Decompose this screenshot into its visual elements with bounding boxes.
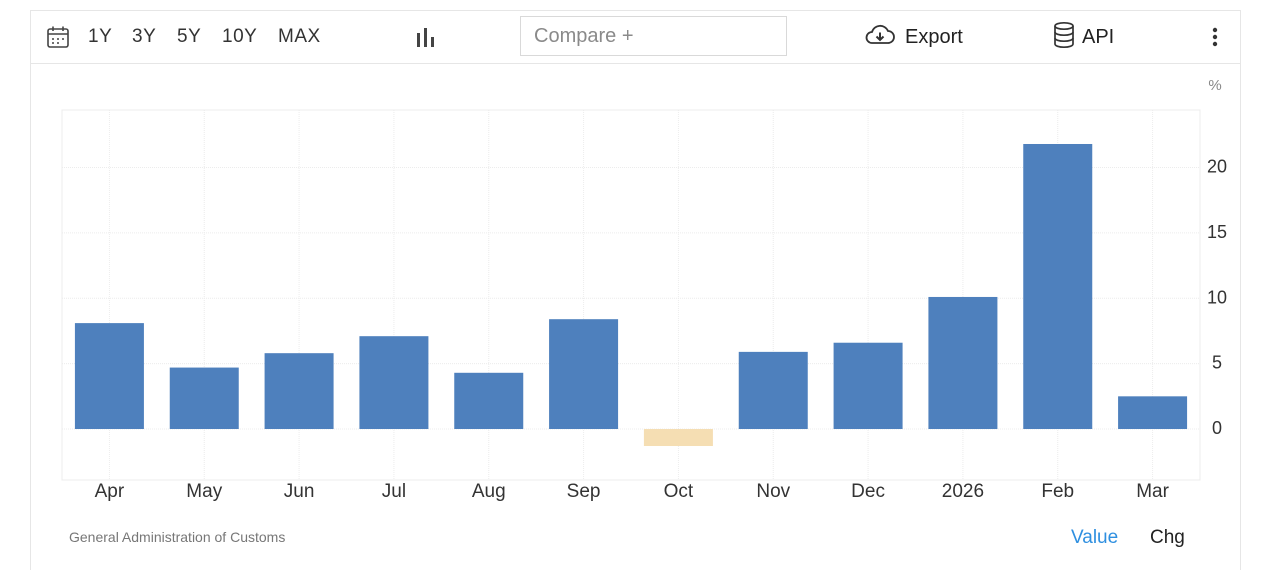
tab-chg[interactable]: Chg	[1150, 527, 1185, 548]
bar-2026[interactable]	[928, 296, 998, 430]
x-tick-label: Feb	[1041, 481, 1074, 502]
bar-feb[interactable]	[1023, 143, 1093, 430]
data-source-label: General Administration of Customs	[69, 529, 286, 545]
bar-nov[interactable]	[738, 351, 808, 430]
x-tick-label: Oct	[664, 481, 694, 502]
export-button[interactable]: Export	[864, 11, 963, 63]
export-label: Export	[905, 25, 963, 48]
x-tick-label: May	[186, 481, 222, 502]
x-tick-label: Sep	[567, 481, 601, 502]
tab-value[interactable]: Value	[1071, 527, 1119, 548]
y-tick-label: 20	[1207, 157, 1227, 177]
x-tick-label: Mar	[1136, 481, 1169, 502]
cloud-download-icon	[864, 23, 896, 52]
x-axis: Apr May Jun Jul Aug Sep Oct Nov Dec 2026 Feb Mar	[95, 481, 1170, 502]
x-tick-label: 2026	[942, 481, 984, 502]
y-tick-label: 0	[1212, 418, 1222, 438]
x-tick-label: Aug	[472, 481, 506, 502]
more-vertical-icon[interactable]	[1208, 11, 1222, 63]
range-3y-button[interactable]: 3Y	[132, 26, 157, 47]
bar-sep[interactable]	[549, 319, 619, 430]
range-5y-button[interactable]: 5Y	[177, 26, 202, 47]
bar-jun[interactable]	[264, 353, 334, 430]
y-tick-label: 5	[1212, 353, 1222, 373]
x-tick-label: Jul	[382, 481, 406, 502]
x-tick-label: Apr	[95, 481, 125, 502]
range-max-button[interactable]: MAX	[278, 26, 321, 47]
bar-may[interactable]	[169, 367, 239, 430]
bar-aug[interactable]	[454, 372, 524, 430]
y-tick-label: 10	[1207, 287, 1227, 307]
calendar-icon[interactable]	[45, 11, 71, 63]
y-axis-unit-label: %	[1208, 77, 1221, 94]
api-label: API	[1082, 25, 1115, 48]
y-tick-label: 15	[1207, 222, 1227, 242]
api-button[interactable]: API	[1052, 11, 1114, 63]
bar-chart-icon[interactable]	[415, 11, 437, 63]
plot-area	[61, 109, 1201, 481]
range-10y-button[interactable]: 10Y	[222, 26, 258, 47]
bar-chart: 0 5 10 15 20 Apr May Jun Jul Aug Sep Oct Nov Dec 2026…	[61, 77, 1227, 502]
bar-dec[interactable]	[833, 342, 903, 430]
x-tick-label: Nov	[756, 481, 790, 502]
bar-oct[interactable]	[643, 429, 713, 447]
y-axis: 0 5 10 15 20	[1207, 157, 1227, 438]
database-icon	[1052, 21, 1076, 54]
x-tick-label: Dec	[851, 481, 885, 502]
chart-toolbar: 1Y 3Y 5Y 10Y MAX Compare + Export	[31, 11, 1240, 64]
bar-mar[interactable]	[1118, 396, 1188, 430]
bar-series	[74, 143, 1188, 447]
x-tick-label: Jun	[284, 481, 315, 502]
bar-apr[interactable]	[74, 323, 144, 430]
compare-input[interactable]: Compare +	[520, 16, 787, 56]
bar-jul[interactable]	[359, 336, 429, 430]
range-1y-button[interactable]: 1Y	[88, 26, 113, 47]
